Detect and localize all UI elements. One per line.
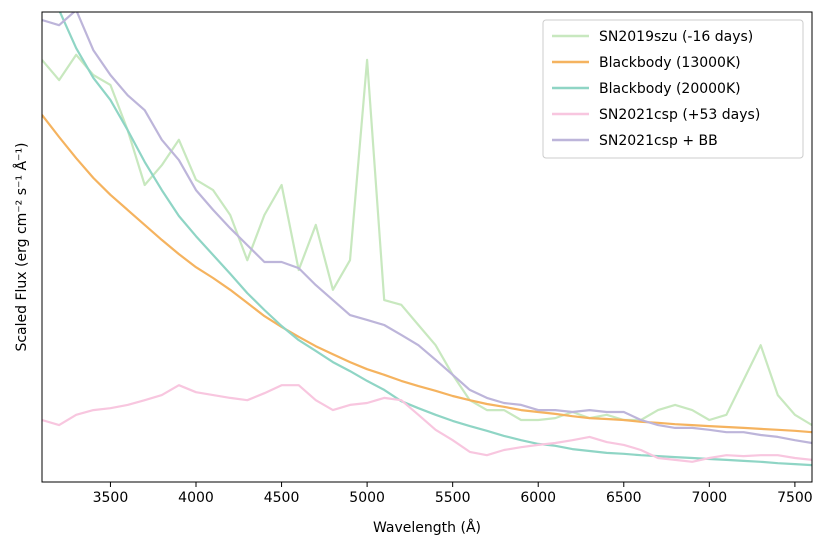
x-tick-label: 7000	[692, 490, 728, 506]
y-axis-label: Scaled Flux (erg cm⁻² s⁻¹ Å⁻¹)	[13, 142, 30, 351]
legend-label: Blackbody (13000K)	[599, 55, 741, 71]
series-line	[58, 12, 812, 467]
legend-box	[542, 19, 804, 159]
series-line	[42, 114, 812, 434]
x-tick-label: 6500	[606, 490, 642, 506]
x-tick-label: 6000	[520, 490, 556, 506]
plot-frame	[41, 11, 813, 483]
x-tick-label: 5000	[349, 490, 385, 506]
x-tick-label: 7500	[777, 490, 813, 506]
x-tick-label: 4500	[264, 490, 300, 506]
series-line	[42, 12, 812, 445]
legend-label: Blackbody (20000K)	[599, 81, 741, 97]
x-tick-label: 4000	[178, 490, 214, 506]
series-line	[42, 53, 812, 427]
x-axis-label: Wavelength (Å)	[373, 519, 481, 536]
legend: SN2019szu (-16 days) Blackbody (13000K) Bl…	[542, 19, 804, 159]
legend-label: SN2019szu (-16 days)	[599, 29, 753, 45]
legend-label: SN2021csp + BB	[599, 133, 718, 149]
x-tick-label: 5500	[435, 490, 471, 506]
x-tick-label: 3500	[93, 490, 129, 506]
series-line	[42, 384, 812, 463]
legend-label: SN2021csp (+53 days)	[599, 107, 760, 123]
plot-area	[42, 12, 812, 467]
